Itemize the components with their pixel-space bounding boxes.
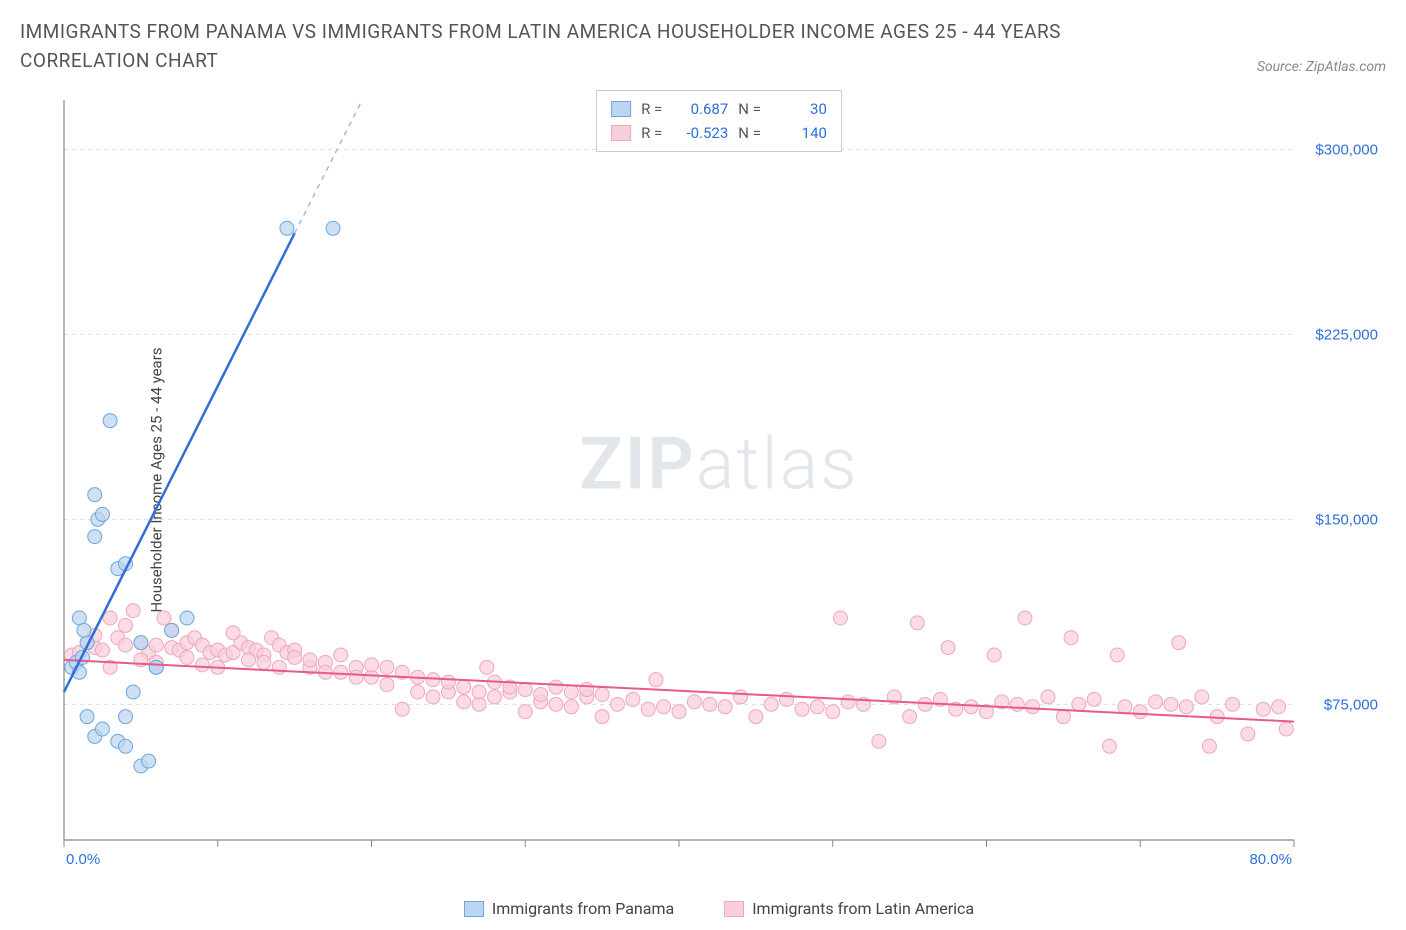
stats-row-series2: R = -0.523 N = 140 bbox=[611, 121, 827, 145]
r-label: R = bbox=[641, 121, 662, 145]
svg-text:$225,000: $225,000 bbox=[1315, 326, 1378, 343]
svg-text:0.0%: 0.0% bbox=[66, 851, 100, 868]
svg-text:80.0%: 80.0% bbox=[1249, 851, 1292, 868]
n-label: N = bbox=[738, 121, 761, 145]
swatch-series2 bbox=[611, 125, 631, 141]
swatch-series2 bbox=[724, 901, 744, 917]
r-value-series1: 0.687 bbox=[672, 97, 728, 121]
stats-legend-box: R = 0.687 N = 30 R = -0.523 N = 140 bbox=[596, 90, 842, 152]
chart-container: Householder Income Ages 25 - 44 years ZI… bbox=[54, 90, 1384, 870]
n-value-series2: 140 bbox=[771, 121, 827, 145]
n-label: N = bbox=[738, 97, 761, 121]
svg-text:$300,000: $300,000 bbox=[1315, 141, 1378, 158]
svg-text:$150,000: $150,000 bbox=[1315, 511, 1378, 528]
n-value-series1: 30 bbox=[771, 97, 827, 121]
swatch-series1 bbox=[464, 901, 484, 917]
stats-row-series1: R = 0.687 N = 30 bbox=[611, 97, 827, 121]
legend-item-series2: Immigrants from Latin America bbox=[724, 899, 974, 918]
svg-text:$75,000: $75,000 bbox=[1324, 696, 1378, 713]
legend-label-series2: Immigrants from Latin America bbox=[752, 899, 974, 918]
legend-item-series1: Immigrants from Panama bbox=[464, 899, 674, 918]
legend-label-series1: Immigrants from Panama bbox=[492, 899, 674, 918]
chart-title: IMMIGRANTS FROM PANAMA VS IMMIGRANTS FRO… bbox=[20, 18, 1120, 75]
source-attribution: Source: ZipAtlas.com bbox=[1257, 59, 1386, 75]
r-value-series2: -0.523 bbox=[672, 121, 728, 145]
scatter-plot: $75,000 $150,000 $225,000 $300,000 0.0% 80.0% bbox=[54, 90, 1384, 870]
bottom-legend: Immigrants from Panama Immigrants from L… bbox=[54, 899, 1384, 918]
swatch-series1 bbox=[611, 101, 631, 117]
r-label: R = bbox=[641, 97, 662, 121]
